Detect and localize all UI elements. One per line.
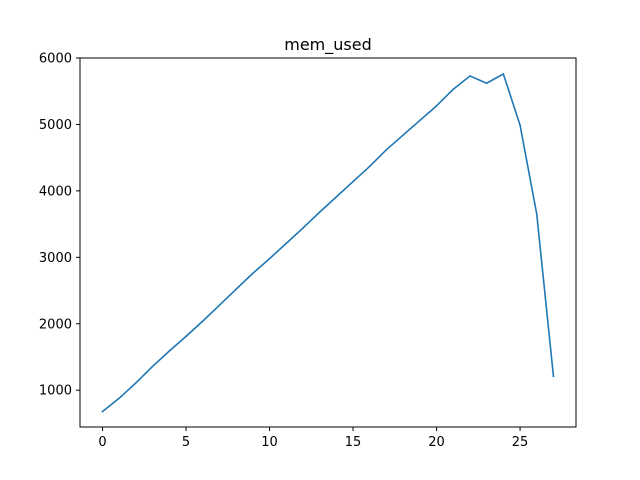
data-point: [201, 320, 204, 322]
data-point: [485, 82, 488, 85]
data-point: [435, 105, 438, 107]
x-tick-label: 25: [512, 435, 529, 450]
data-point: [235, 288, 237, 291]
y-tick-label: 1000: [39, 384, 72, 399]
y-tick-label: 2000: [39, 317, 72, 332]
data-point: [151, 365, 154, 368]
data-point: [268, 257, 271, 260]
x-tick-label: 0: [98, 435, 106, 450]
data-point: [352, 180, 354, 183]
data-point: [168, 350, 171, 352]
data-point: [452, 88, 455, 91]
data-point: [285, 242, 288, 245]
data-point: [535, 213, 538, 215]
x-tick-label: 15: [345, 435, 362, 450]
data-point: [552, 375, 555, 378]
x-axis: 0 5 10 15 20 25: [98, 427, 528, 450]
data-point: [402, 134, 404, 136]
data-point: [368, 165, 371, 168]
chart-title: mem_used: [284, 35, 372, 55]
data-point: [101, 410, 104, 413]
data-point: [135, 382, 137, 384]
data-point: [335, 196, 338, 198]
data-point: [385, 148, 388, 151]
data-point: [469, 75, 471, 77]
x-tick-label: 10: [261, 435, 278, 450]
data-point: [118, 397, 121, 399]
plot-area-frame: [79, 57, 577, 428]
data-point: [419, 119, 421, 122]
y-tick-label: 6000: [39, 52, 72, 67]
data-point: [302, 227, 304, 229]
y-tick-label: 4000: [39, 184, 72, 199]
data-point: [519, 124, 521, 126]
y-tick-label: 3000: [39, 251, 72, 266]
x-tick-label: 20: [428, 435, 445, 450]
data-point: [318, 211, 321, 213]
data-point: [252, 272, 254, 275]
data-point: [185, 335, 187, 338]
data-point: [502, 73, 505, 75]
x-tick-label: 5: [182, 435, 190, 450]
y-axis: 1000 2000 3000 4000 5000 6000: [39, 52, 80, 399]
series-line: [101, 73, 555, 413]
series-layer: [101, 73, 555, 413]
data-point: [218, 304, 221, 306]
y-tick-label: 5000: [39, 118, 72, 133]
